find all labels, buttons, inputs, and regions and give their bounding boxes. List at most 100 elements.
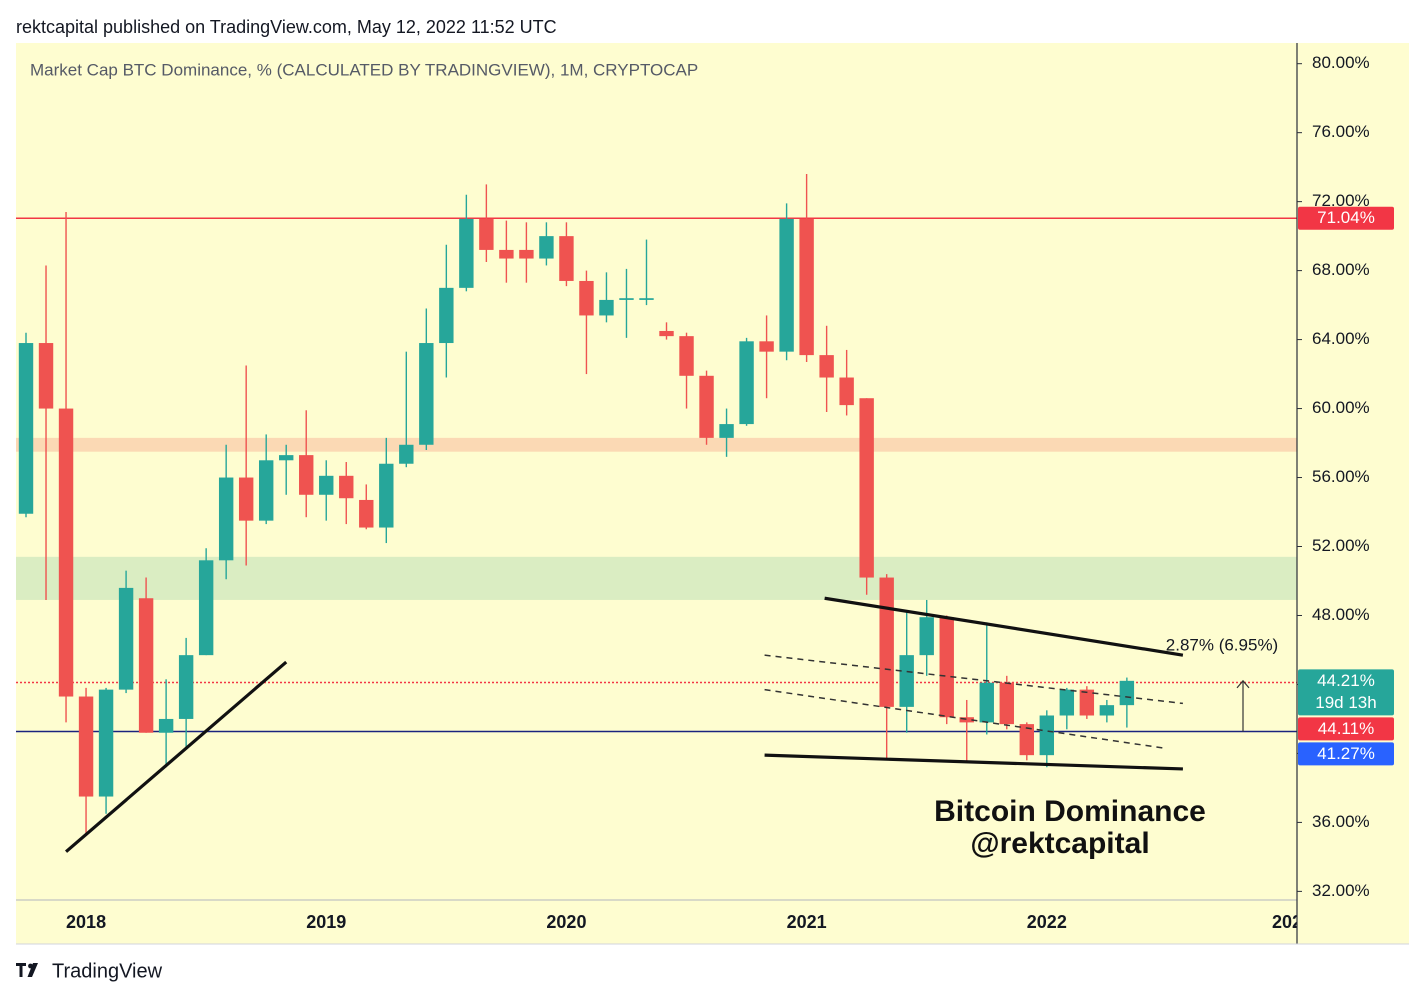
trend-line	[764, 753, 1183, 771]
candle-body	[1119, 680, 1135, 706]
y-tick-label: 60.00%	[1312, 398, 1370, 417]
y-tick-label: 68.00%	[1312, 260, 1370, 279]
x-tick-label: 2019	[306, 912, 346, 932]
candle-body	[979, 682, 994, 723]
price-badge	[1298, 206, 1394, 230]
candle-body	[719, 424, 734, 438]
trend-line	[764, 654, 1183, 705]
candle-body	[799, 218, 814, 356]
y-tick-label: 80.00%	[1312, 53, 1370, 72]
candle-body	[699, 375, 714, 438]
x-tick-label: 202	[1272, 912, 1302, 932]
candle-body	[739, 341, 754, 425]
candle-body	[118, 587, 134, 690]
y-tick-label: 32.00%	[1312, 881, 1370, 900]
candle-body	[619, 298, 634, 300]
candle-body	[459, 218, 474, 288]
price-badge	[1298, 669, 1394, 716]
candle-body	[198, 560, 214, 656]
candle-body	[359, 499, 374, 528]
candle-body	[18, 343, 34, 514]
trend-line	[764, 688, 1166, 749]
candle-body	[1079, 689, 1095, 716]
candle-body	[299, 455, 314, 495]
annotation: Bitcoin Dominance	[934, 795, 1206, 828]
candle-body	[579, 280, 594, 316]
candle-body	[1099, 705, 1115, 716]
candle-body	[1059, 689, 1075, 716]
candle-body	[879, 577, 894, 707]
price-badge	[1298, 717, 1394, 741]
candle-body	[38, 343, 54, 409]
chart-title: Market Cap BTC Dominance, % (CALCULATED …	[30, 60, 698, 79]
candle-body	[679, 336, 694, 376]
measure-label: 2.87% (6.95%)	[1166, 635, 1278, 654]
candle-body	[599, 299, 614, 316]
candle-body	[1039, 715, 1055, 756]
trend-line	[64, 660, 288, 853]
candle-body	[819, 355, 834, 378]
y-tick-label: 72.00%	[1312, 191, 1370, 210]
x-tick-label: 2021	[787, 912, 827, 932]
candle-body	[539, 236, 554, 259]
candle-body	[939, 617, 954, 718]
footer-brand: TradingView	[52, 960, 163, 982]
candle-body	[999, 682, 1014, 725]
price-badge-label: 44.21%	[1317, 671, 1375, 690]
candle-body	[1019, 724, 1034, 756]
price-badge-label: 41.27%	[1317, 744, 1375, 763]
x-axis: 2018 2019 2020 2021 2022 202	[66, 912, 1302, 932]
y-tick-label: 64.00%	[1312, 329, 1370, 348]
y-tick-label: 76.00%	[1312, 122, 1370, 141]
candle-body	[659, 330, 674, 337]
measure-arrowhead	[1236, 679, 1250, 689]
y-tick-label: 56.00%	[1312, 467, 1370, 486]
candle-body	[439, 287, 454, 344]
candle-body	[238, 477, 254, 521]
annotation: @rektcapital	[970, 827, 1149, 860]
x-tick-label: 2022	[1027, 912, 1067, 932]
trend-line	[824, 596, 1184, 657]
candle-body	[98, 689, 114, 797]
x-tick-label: 2020	[546, 912, 586, 932]
candle-body	[479, 218, 494, 250]
candle-body	[919, 617, 934, 656]
candle-body	[519, 249, 534, 259]
y-tick-label: 36.00%	[1312, 812, 1370, 831]
candle-body	[218, 477, 234, 561]
candle-body	[258, 460, 274, 521]
candle-body	[78, 696, 94, 797]
candle-body	[58, 408, 74, 697]
candle-body	[279, 455, 294, 461]
candle-body	[178, 655, 194, 719]
y-tick-label: 48.00%	[1312, 605, 1370, 624]
price-badge-label: 71.04%	[1317, 208, 1375, 227]
plot-area	[16, 174, 1297, 853]
zone	[16, 437, 1297, 452]
candle-body	[319, 475, 334, 495]
publish-header: rektcapital published on TradingView.com…	[16, 17, 557, 37]
candle-body	[639, 298, 654, 300]
candle-body	[339, 475, 354, 499]
candle-body	[379, 463, 394, 528]
candle-body	[859, 398, 874, 578]
price-badge-label: 44.11%	[1318, 719, 1374, 738]
candle-body	[759, 341, 774, 352]
price-badge	[1298, 742, 1394, 766]
tradingview-logo	[16, 963, 38, 977]
y-tick-label: 52.00%	[1312, 536, 1370, 555]
candle-body	[499, 249, 514, 259]
candle-body	[138, 598, 154, 733]
candle-body	[899, 655, 914, 707]
x-tick-label: 2018	[66, 912, 106, 932]
price-labels: 71.04% 44.21% 19d 13h 44.11% 41.27%	[1298, 206, 1394, 766]
price-badge-sublabel: 19d 13h	[1315, 693, 1376, 712]
candle-body	[559, 236, 574, 281]
candle-body	[399, 444, 414, 464]
zone	[16, 556, 1297, 600]
candle-body	[779, 218, 794, 352]
candle-body	[419, 343, 434, 445]
candle-body	[839, 377, 854, 406]
